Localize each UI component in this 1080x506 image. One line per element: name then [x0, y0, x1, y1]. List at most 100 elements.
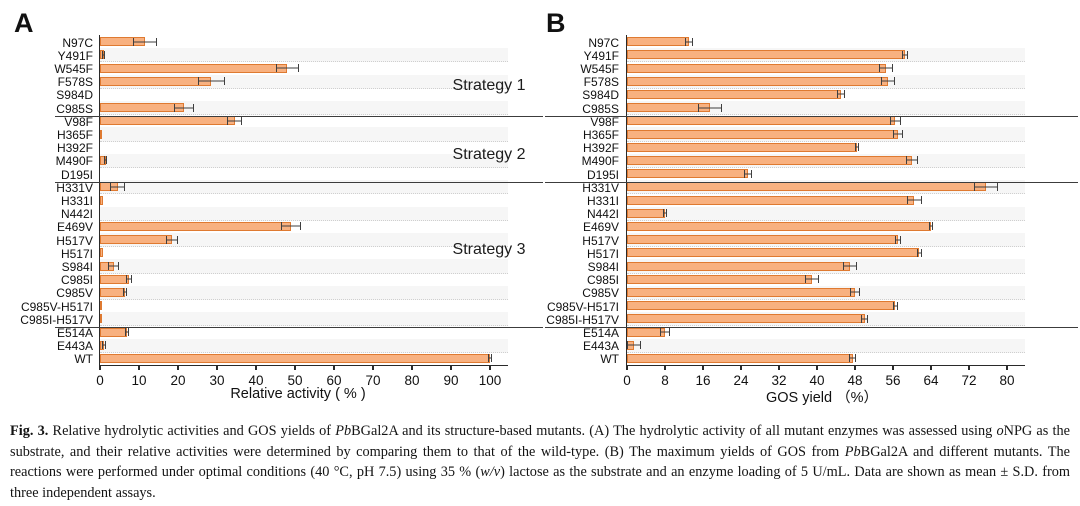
error-bar: [973, 182, 998, 191]
x-axis-tick-label: 32: [771, 373, 787, 388]
caption-text: Relative hydrolytic activities and GOS y…: [48, 423, 336, 439]
row-stripe: [627, 259, 1025, 274]
figure-caption: Fig. 3. Relative hydrolytic activities a…: [10, 421, 1070, 504]
category-label: C985V: [582, 286, 619, 301]
category-label: F578S: [583, 75, 619, 90]
category-label: S984D: [56, 88, 93, 103]
row-stripe: [627, 75, 1025, 89]
category-label: S984I: [587, 260, 619, 274]
category-label: C985V-H517I: [20, 299, 93, 314]
row-stripe: [100, 127, 508, 142]
error-bar: [906, 156, 918, 165]
error-bar: [916, 248, 922, 257]
panel-b-letter: B: [546, 8, 566, 38]
x-axis-tick-label: 16: [695, 373, 711, 388]
category-label: E514A: [582, 326, 619, 340]
row-stripe: [100, 339, 508, 353]
x-axis-tick-label: 24: [733, 373, 749, 388]
x-axis-tick: [816, 365, 818, 370]
category-label: H392F: [582, 141, 619, 156]
category-label: D195I: [586, 167, 619, 182]
x-axis-tick: [333, 365, 335, 370]
category-label: S984D: [582, 88, 619, 103]
caption-italic-o: o: [996, 423, 1004, 439]
category-label: H331I: [60, 194, 93, 208]
error-bar: [907, 196, 922, 204]
panel-b-plot: 0 8 16 24 32 40 48 56 64 72 80: [623, 35, 1025, 388]
category-label: H331V: [56, 180, 93, 195]
bar-C985V-H517I: [627, 301, 896, 311]
category-label: C985V-H517I: [546, 299, 619, 314]
caption-italic-pb: Pb: [844, 443, 861, 460]
row-stripe: [100, 48, 508, 63]
error-bar: [893, 301, 898, 310]
bar-C985V-H517I: [100, 301, 102, 311]
bar-H392F: [627, 142, 858, 152]
x-axis-tick: [930, 365, 932, 370]
category-label: E514A: [56, 326, 93, 340]
error-bar: [166, 235, 178, 244]
panel-b-axis-title: GOS yield （%）: [766, 390, 878, 406]
x-axis-tick-label: 72: [961, 373, 977, 388]
bar-W545F: [627, 63, 886, 73]
row-stripe: [627, 127, 1025, 142]
strategy-annotation: Strategy 3: [452, 241, 526, 259]
caption-text: BGal2A and its structure-based mutants. …: [351, 423, 997, 439]
error-bar: [133, 37, 157, 46]
group-divider: [55, 182, 543, 184]
error-bar: [104, 156, 108, 165]
category-label: N97C: [588, 35, 619, 50]
error-bar: [660, 328, 670, 336]
bar-S984D: [627, 89, 841, 99]
x-axis-tick-label: 90: [443, 373, 459, 388]
x-axis-tick-label: 40: [248, 373, 264, 388]
row-stripe: [100, 154, 508, 168]
error-bar: [275, 64, 299, 72]
x-axis-tick-label: 80: [404, 373, 420, 388]
category-label: V98F: [64, 114, 93, 129]
category-label: C985I: [60, 273, 93, 288]
group-divider: [545, 327, 1078, 329]
bar-H517I: [627, 248, 920, 258]
panel-a: A N97C Y491F W545F F578S S984D C985S V98F H365F…: [0, 0, 543, 420]
bar-H517I: [100, 248, 104, 258]
category-label: H517V: [56, 233, 93, 248]
x-axis-tick-label: 20: [170, 373, 186, 388]
bar-Y491F: [627, 50, 905, 60]
bar-WT: [627, 353, 853, 363]
x-axis-tick-label: 40: [809, 373, 825, 388]
error-bar: [488, 354, 492, 363]
error-bar: [627, 341, 642, 350]
category-label: E443A: [582, 339, 619, 354]
x-axis-tick: [372, 365, 374, 370]
category-label: N442I: [586, 207, 619, 222]
category-label: C985V: [56, 286, 93, 301]
x-axis-tick: [177, 365, 179, 370]
category-label: E469V: [582, 220, 619, 235]
error-bar: [281, 222, 301, 231]
category-label: E443A: [56, 339, 93, 354]
error-bar: [848, 354, 857, 363]
error-bar: [843, 262, 858, 270]
category-label: H365F: [56, 128, 93, 142]
category-label: M490F: [55, 154, 93, 169]
row-stripe: [627, 48, 1025, 63]
error-bar: [860, 314, 869, 323]
error-bar: [107, 262, 120, 270]
group-divider: [55, 116, 543, 118]
row-stripe: [100, 75, 508, 89]
row-stripe: [100, 180, 508, 195]
category-label: D195I: [60, 167, 93, 182]
category-label: N442I: [60, 207, 93, 222]
x-axis-tick: [892, 365, 894, 370]
category-label: C985I-H517V: [546, 312, 619, 327]
error-bar: [805, 275, 820, 284]
error-bar: [894, 235, 901, 244]
bar-F578S: [100, 76, 212, 86]
caption-italic-wv: w/v: [480, 464, 501, 481]
x-axis-tick-label: 100: [478, 373, 502, 388]
x-axis-tick-label: 80: [999, 373, 1015, 388]
row-stripe: [100, 299, 508, 312]
x-axis-tick: [1006, 365, 1008, 370]
x-axis-tick: [411, 365, 413, 370]
